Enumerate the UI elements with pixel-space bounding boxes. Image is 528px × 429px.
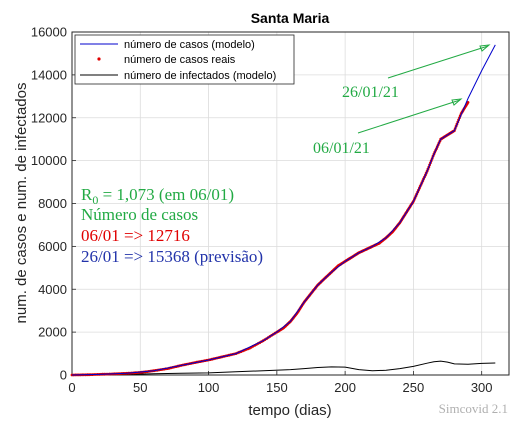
r0-subscript: 0 xyxy=(92,193,98,207)
y-axis-label: num. de casos e num. de infectados xyxy=(13,83,30,324)
forecast-text: 26/01 => 15368 (previsão) xyxy=(81,247,263,266)
data-point xyxy=(466,101,470,104)
legend-label-real: número de casos reais xyxy=(124,54,236,66)
annotation-0601: 06/01/21 xyxy=(313,140,370,157)
watermark: Simcovid 2.1 xyxy=(439,401,508,416)
legend-label-model: número de casos (modelo) xyxy=(124,39,255,51)
legend-swatch-real xyxy=(97,57,101,61)
y-tick-label: 2000 xyxy=(38,325,67,340)
chart-title: Santa Maria xyxy=(251,10,330,26)
legend-label-infected: número de infectados (modelo) xyxy=(124,70,276,82)
y-tick-label: 12000 xyxy=(31,110,67,125)
arrow-head-0601 xyxy=(451,98,463,106)
y-tick-label: 14000 xyxy=(31,67,67,82)
x-tick-label: 200 xyxy=(334,380,356,395)
series-line-2 xyxy=(71,360,496,376)
x-axis-ticks: 0 50 100 150 200 250 300 xyxy=(68,371,493,395)
x-tick-label: 100 xyxy=(198,380,220,395)
series-layer xyxy=(70,44,496,377)
arrow-2601 xyxy=(387,45,489,79)
x-tick-label: 150 xyxy=(266,380,288,395)
arrow-0601 xyxy=(357,99,461,134)
legend: número de casos (modelo) número de casos… xyxy=(74,34,295,85)
r0-label: R xyxy=(81,185,93,204)
cases-heading: Número de casos xyxy=(81,205,198,224)
series-line-0 xyxy=(71,44,496,376)
y-axis-ticks: 0 2000 4000 6000 8000 10000 12000 14000 16000 xyxy=(31,25,76,383)
legend-box xyxy=(74,34,295,85)
annotation-arrows xyxy=(357,44,491,134)
x-tick-label: 300 xyxy=(471,380,493,395)
r0-value: = 1,073 (em 06/01) xyxy=(98,185,234,204)
x-tick-label: 250 xyxy=(403,380,425,395)
y-tick-label: 4000 xyxy=(38,282,67,297)
arrow-head-2601 xyxy=(479,44,491,52)
y-tick-label: 8000 xyxy=(38,196,67,211)
r0-text: R0 = 1,073 (em 06/01) xyxy=(81,185,234,207)
y-tick-label: 6000 xyxy=(38,239,67,254)
y-tick-label: 0 xyxy=(60,368,67,383)
x-axis-label: tempo (dias) xyxy=(248,402,331,419)
annotation-2601: 26/01/21 xyxy=(342,84,399,101)
x-tick-label: 50 xyxy=(133,380,147,395)
y-tick-label: 10000 xyxy=(31,153,67,168)
y-tick-label: 16000 xyxy=(31,25,67,40)
real-cases-text: 06/01 => 12716 xyxy=(81,226,190,245)
x-tick-label: 0 xyxy=(68,380,75,395)
